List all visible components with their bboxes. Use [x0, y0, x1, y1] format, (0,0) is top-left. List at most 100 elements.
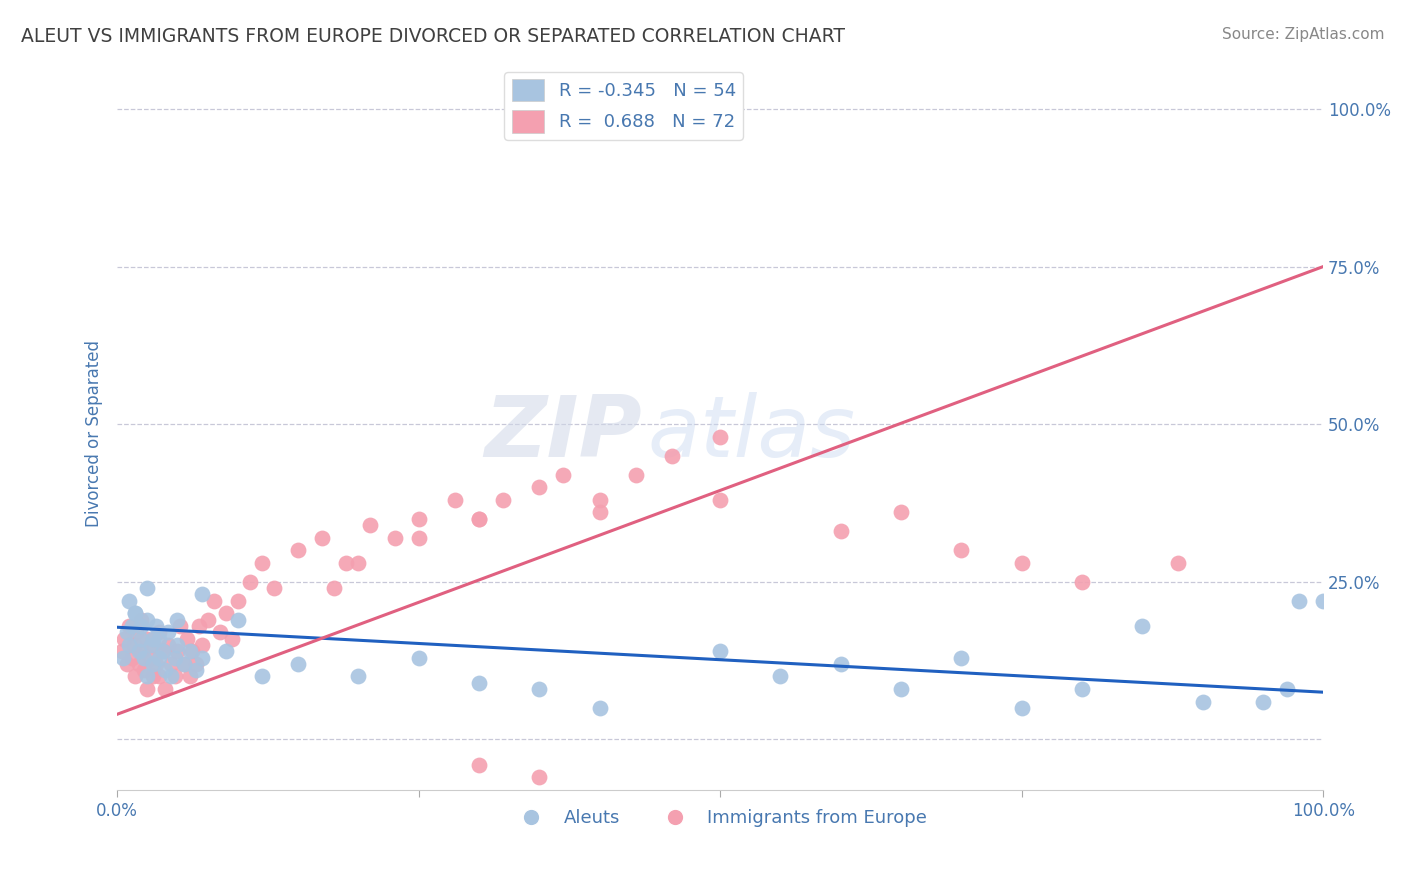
Point	[142, 632, 165, 646]
Point	[124, 669, 146, 683]
Point	[165, 669, 187, 683]
Point	[709, 492, 731, 507]
Point	[1275, 681, 1298, 696]
Point	[148, 669, 170, 683]
Point	[125, 625, 148, 640]
Point	[179, 669, 201, 683]
Point	[142, 657, 165, 671]
Point	[184, 663, 207, 677]
Point	[1130, 619, 1153, 633]
Point	[156, 638, 179, 652]
Point	[202, 594, 225, 608]
Point	[169, 619, 191, 633]
Point	[160, 657, 183, 671]
Point	[529, 480, 551, 494]
Text: Source: ZipAtlas.com: Source: ZipAtlas.com	[1222, 27, 1385, 42]
Point	[239, 574, 262, 589]
Point	[160, 669, 183, 683]
Point	[890, 681, 912, 696]
Point	[148, 632, 170, 646]
Point	[1191, 695, 1213, 709]
Point	[250, 669, 273, 683]
Point	[166, 644, 188, 658]
Point	[112, 650, 135, 665]
Point	[166, 638, 188, 652]
Point	[155, 663, 177, 677]
Point	[131, 613, 153, 627]
Point	[335, 556, 357, 570]
Point	[152, 644, 174, 658]
Point	[136, 681, 159, 696]
Point	[148, 625, 170, 640]
Point	[347, 669, 370, 683]
Point	[468, 675, 491, 690]
Point	[132, 663, 155, 677]
Point	[384, 531, 406, 545]
Point	[1288, 594, 1310, 608]
Point	[165, 650, 187, 665]
Point	[131, 632, 153, 646]
Point	[156, 625, 179, 640]
Point	[176, 632, 198, 646]
Point	[115, 625, 138, 640]
Point	[529, 681, 551, 696]
Point	[408, 650, 430, 665]
Point	[588, 506, 610, 520]
Point	[588, 701, 610, 715]
Y-axis label: Divorced or Separated: Divorced or Separated	[86, 340, 103, 527]
Point	[179, 644, 201, 658]
Point	[769, 669, 792, 683]
Point	[588, 492, 610, 507]
Point	[124, 607, 146, 621]
Point	[118, 594, 141, 608]
Point	[124, 607, 146, 621]
Point	[112, 632, 135, 646]
Point	[287, 543, 309, 558]
Point	[190, 638, 212, 652]
Point	[709, 430, 731, 444]
Point	[121, 619, 143, 633]
Point	[136, 632, 159, 646]
Text: ZIP: ZIP	[484, 392, 641, 475]
Point	[190, 650, 212, 665]
Point	[1312, 594, 1334, 608]
Point	[152, 644, 174, 658]
Point	[136, 669, 159, 683]
Point	[444, 492, 467, 507]
Point	[139, 650, 162, 665]
Point	[408, 512, 430, 526]
Point	[1167, 556, 1189, 570]
Point	[311, 531, 333, 545]
Point	[190, 587, 212, 601]
Point	[132, 650, 155, 665]
Point	[408, 531, 430, 545]
Point	[197, 613, 219, 627]
Point	[359, 518, 381, 533]
Point	[181, 644, 204, 658]
Point	[188, 619, 211, 633]
Point	[136, 613, 159, 627]
Point	[1071, 681, 1094, 696]
Point	[890, 506, 912, 520]
Point	[347, 556, 370, 570]
Point	[323, 581, 346, 595]
Point	[950, 543, 973, 558]
Point	[492, 492, 515, 507]
Point	[118, 638, 141, 652]
Point	[226, 594, 249, 608]
Point	[1011, 701, 1033, 715]
Text: atlas: atlas	[648, 392, 856, 475]
Point	[142, 669, 165, 683]
Point	[1251, 695, 1274, 709]
Point	[221, 632, 243, 646]
Legend: Aleuts, Immigrants from Europe: Aleuts, Immigrants from Europe	[506, 802, 934, 834]
Point	[287, 657, 309, 671]
Point	[145, 657, 167, 671]
Point	[148, 650, 170, 665]
Point	[173, 657, 195, 671]
Point	[215, 644, 238, 658]
Point	[128, 644, 150, 658]
Point	[173, 657, 195, 671]
Point	[830, 524, 852, 539]
Point	[131, 619, 153, 633]
